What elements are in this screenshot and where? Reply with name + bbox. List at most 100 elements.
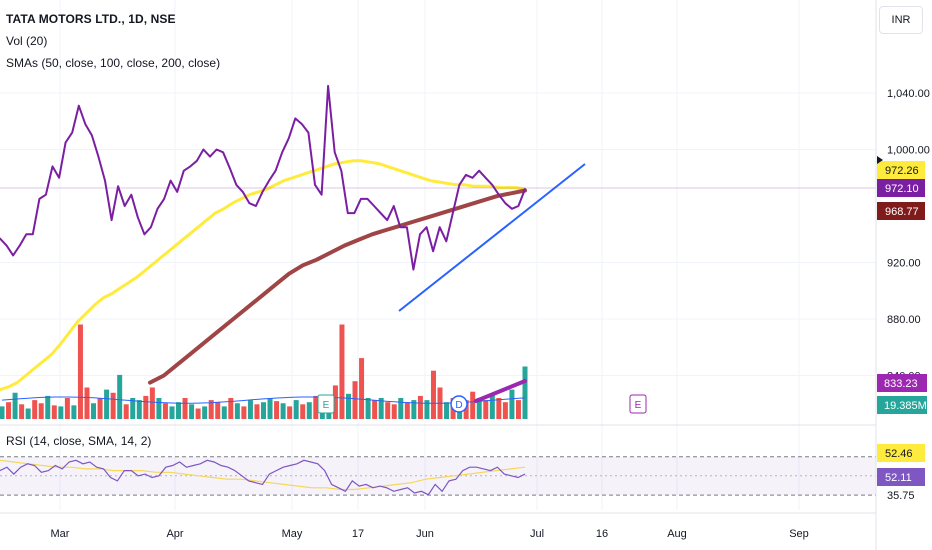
symbol-title[interactable]: TATA MOTORS LTD., 1D, NSE <box>6 12 176 26</box>
volume-bar <box>502 402 508 419</box>
event-marker-label: E <box>323 400 330 411</box>
volume-bar <box>470 391 476 419</box>
price-pointer <box>877 156 883 164</box>
volume-bar <box>195 408 201 419</box>
volume-bar <box>32 400 38 419</box>
volume-bar <box>84 387 90 419</box>
rsi-legend[interactable]: RSI (14, close, SMA, 14, 2) <box>6 434 152 448</box>
volume-bar <box>313 395 319 419</box>
price-label-text: 972.26 <box>885 165 919 177</box>
price-label-bg <box>877 202 925 220</box>
price-label-bg <box>877 179 925 197</box>
rsi-value-text: 52.11 <box>885 472 912 484</box>
volume-bar <box>169 406 175 419</box>
volume-ma-highlight <box>474 379 527 403</box>
price-label-bg <box>877 161 925 179</box>
volume-bar <box>515 400 521 419</box>
volume-bar <box>156 398 162 419</box>
rsi-value-bg <box>877 468 925 486</box>
currency-button[interactable]: INR <box>879 6 923 34</box>
volume-bar <box>430 370 436 419</box>
volume-bar <box>417 395 423 419</box>
price-label: 972.26 <box>877 161 925 179</box>
volume-label-bg <box>877 374 927 392</box>
rsi-line <box>0 459 526 496</box>
time-tick-label: Jul <box>530 528 544 540</box>
volume-bar <box>38 403 44 419</box>
volume-bar <box>176 402 182 419</box>
event-marker: D <box>450 395 468 413</box>
price-panel <box>0 84 876 392</box>
volume-bar <box>97 398 103 419</box>
volume-bar <box>143 395 149 419</box>
volume-legend[interactable]: Vol (20) <box>6 34 48 48</box>
time-tick-label: Apr <box>166 528 183 540</box>
price-label-text: 968.77 <box>885 206 919 218</box>
time-axis[interactable]: Mar Apr May 17 Jun Jul 16 Aug Sep <box>51 528 809 540</box>
volume-bar <box>293 400 299 419</box>
volume-bar <box>6 402 12 419</box>
volume-bar <box>104 389 110 419</box>
sma-legend[interactable]: SMAs (50, close, 100, close, 200, close) <box>6 56 221 70</box>
volume-bar <box>117 374 123 419</box>
price-tick-label: 880.00 <box>887 314 921 326</box>
volume-bar <box>339 324 345 419</box>
volume-label-text: 833.23 <box>884 378 918 390</box>
volume-bar <box>162 403 168 419</box>
price-label: 972.10 <box>877 179 925 197</box>
volume-bar <box>149 387 155 419</box>
time-tick-label: Jun <box>416 528 434 540</box>
volume-bar <box>241 406 247 419</box>
rsi-value-label: 52.46 <box>877 444 925 462</box>
volume-bar <box>215 402 221 419</box>
volume-bar <box>352 381 358 419</box>
price-label: 968.77 <box>877 202 925 220</box>
event-marker-label: E <box>635 400 642 411</box>
volume-label: 19.385M <box>877 396 927 414</box>
volume-bar <box>51 405 57 419</box>
volume-bar <box>0 406 5 419</box>
price-tick-label: 1,000.00 <box>887 145 930 157</box>
volume-bar <box>509 389 515 419</box>
volume-bar <box>221 406 227 419</box>
volume-bar <box>228 398 234 419</box>
volume-bar <box>254 404 260 419</box>
volume-label: 833.23 <box>877 374 927 392</box>
time-tick-label: 16 <box>596 528 608 540</box>
volume-bar <box>123 404 129 419</box>
event-marker: E <box>629 394 647 414</box>
rsi-panel <box>0 456 876 496</box>
volume-bar <box>522 366 528 419</box>
volume-bar <box>489 393 495 419</box>
volume-bar <box>12 392 18 419</box>
time-tick-label: Aug <box>667 528 687 540</box>
chart-grid <box>0 0 876 510</box>
rsi-ma-line <box>0 459 526 491</box>
volume-bar <box>130 398 136 419</box>
rsi-value-label: 52.11 <box>877 468 925 486</box>
volume-bar <box>274 401 280 419</box>
volume-bar <box>496 398 502 419</box>
time-tick-label: May <box>282 528 303 540</box>
volume-label-text: 19.385M <box>884 400 927 412</box>
dividend-marker-circle <box>450 395 468 413</box>
volume-bar <box>202 406 208 419</box>
volume-bar <box>247 400 253 419</box>
volume-bar <box>359 358 365 419</box>
rsi-tick-label: 35.75 <box>887 490 915 502</box>
volume-bar <box>463 400 469 419</box>
price-tick-label: 1,040.00 <box>887 88 930 100</box>
trendline <box>398 163 586 312</box>
volume-bar <box>385 402 391 419</box>
volume-bar <box>58 406 64 419</box>
rsi-value-bg <box>877 444 925 462</box>
volume-bar <box>71 405 77 419</box>
volume-bar <box>476 398 482 419</box>
volume-bar <box>64 398 70 419</box>
volume-bar <box>444 402 450 419</box>
volume-bar <box>365 398 371 419</box>
event-marker-label: D <box>455 400 462 411</box>
